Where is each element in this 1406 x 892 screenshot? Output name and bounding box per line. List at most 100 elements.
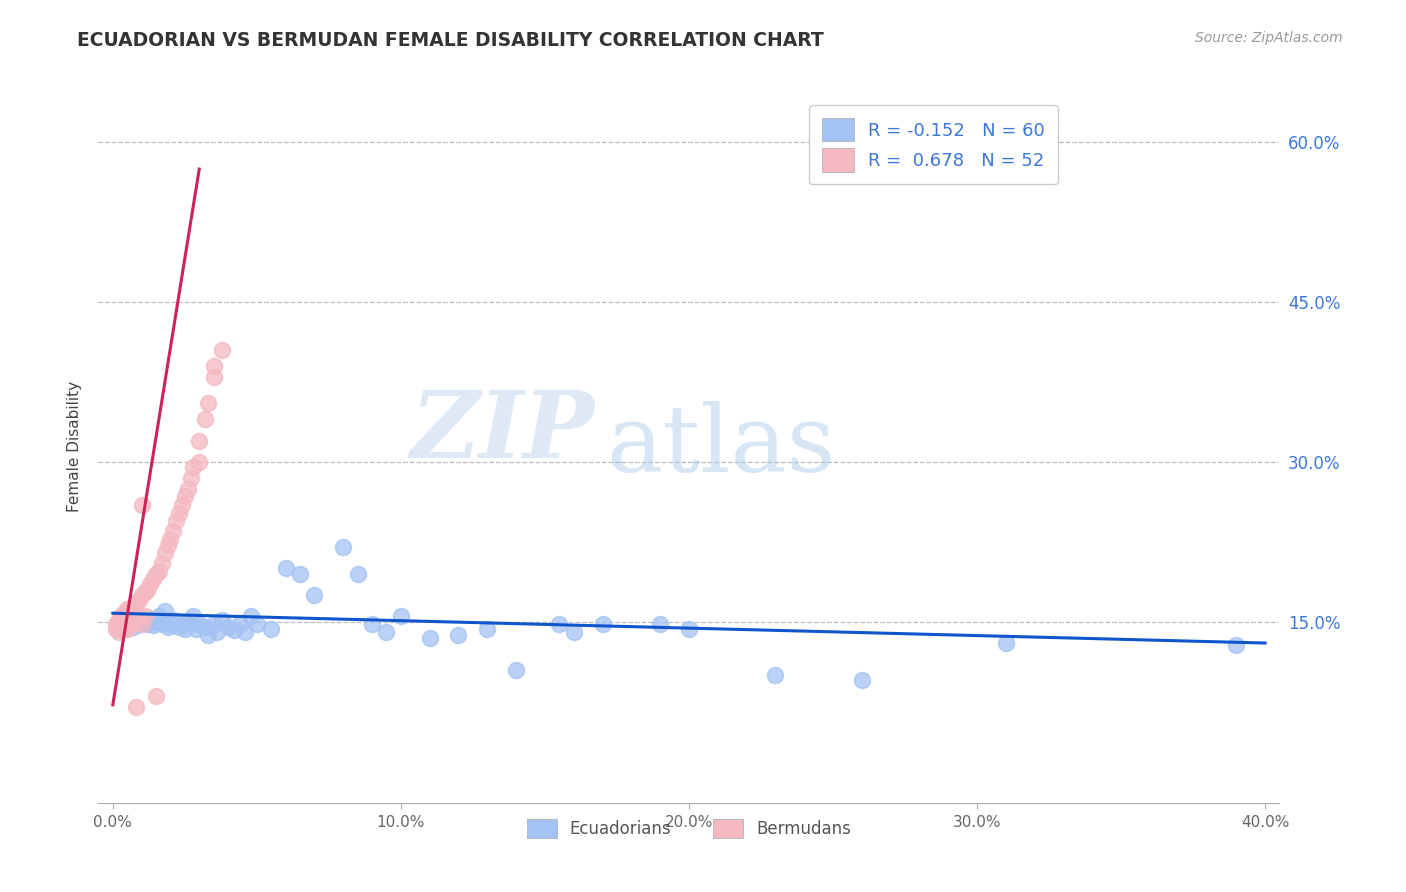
- Point: [170, 498, 193, 512]
- Point: [148, 564, 170, 578]
- Point: [233, 625, 256, 640]
- Point: [156, 538, 179, 552]
- Point: [122, 616, 145, 631]
- Point: [332, 540, 354, 554]
- Point: [115, 602, 138, 616]
- Point: [122, 615, 145, 629]
- Point: [159, 616, 181, 631]
- Point: [136, 616, 159, 631]
- Point: [128, 609, 150, 624]
- Point: [1225, 638, 1247, 652]
- Point: [186, 622, 208, 636]
- Point: [153, 604, 176, 618]
- Point: [592, 616, 614, 631]
- Point: [763, 668, 786, 682]
- Point: [274, 561, 297, 575]
- Point: [145, 690, 167, 704]
- Point: [134, 615, 156, 629]
- Point: [240, 609, 263, 624]
- Point: [183, 609, 205, 624]
- Point: [120, 602, 142, 616]
- Point: [112, 606, 135, 620]
- Point: [188, 455, 211, 469]
- Point: [142, 572, 165, 586]
- Point: [134, 585, 156, 599]
- Point: [202, 369, 225, 384]
- Point: [145, 566, 167, 581]
- Point: [375, 625, 398, 640]
- Y-axis label: Female Disability: Female Disability: [67, 380, 83, 512]
- Point: [122, 599, 145, 613]
- Point: [202, 616, 225, 631]
- Point: [288, 566, 311, 581]
- Point: [122, 620, 145, 634]
- Point: [180, 616, 202, 631]
- Point: [125, 700, 148, 714]
- Point: [246, 616, 269, 631]
- Point: [188, 434, 211, 448]
- Point: [170, 616, 193, 631]
- Point: [562, 625, 585, 640]
- Point: [139, 611, 162, 625]
- Point: [120, 616, 142, 631]
- Point: [477, 622, 499, 636]
- Point: [136, 582, 159, 597]
- Point: [202, 359, 225, 373]
- Point: [167, 620, 190, 634]
- Legend: Ecuadorians, Bermudans: Ecuadorians, Bermudans: [520, 812, 858, 845]
- Point: [222, 624, 245, 638]
- Point: [211, 343, 233, 358]
- Point: [110, 615, 132, 629]
- Point: [104, 622, 127, 636]
- Point: [131, 588, 153, 602]
- Point: [167, 506, 190, 520]
- Point: [131, 498, 153, 512]
- Point: [678, 622, 700, 636]
- Point: [173, 622, 195, 636]
- Point: [145, 615, 167, 629]
- Point: [205, 625, 228, 640]
- Text: ZIP: ZIP: [411, 387, 595, 476]
- Point: [173, 489, 195, 503]
- Point: [125, 609, 148, 624]
- Point: [159, 532, 181, 546]
- Point: [260, 622, 283, 636]
- Point: [194, 620, 217, 634]
- Point: [139, 577, 162, 591]
- Point: [110, 622, 132, 636]
- Point: [120, 613, 142, 627]
- Point: [217, 620, 239, 634]
- Point: [548, 616, 571, 631]
- Point: [650, 616, 672, 631]
- Point: [177, 482, 200, 496]
- Point: [107, 613, 129, 627]
- Point: [180, 471, 202, 485]
- Point: [153, 545, 176, 559]
- Point: [197, 396, 219, 410]
- Point: [197, 627, 219, 641]
- Point: [128, 593, 150, 607]
- Point: [131, 613, 153, 627]
- Point: [994, 636, 1017, 650]
- Point: [389, 609, 412, 624]
- Point: [150, 616, 173, 631]
- Point: [115, 616, 138, 631]
- Point: [110, 609, 132, 624]
- Point: [134, 609, 156, 624]
- Point: [125, 609, 148, 624]
- Point: [125, 596, 148, 610]
- Point: [148, 609, 170, 624]
- Text: Source: ZipAtlas.com: Source: ZipAtlas.com: [1195, 31, 1343, 45]
- Point: [165, 615, 187, 629]
- Point: [505, 663, 527, 677]
- Point: [165, 514, 187, 528]
- Point: [112, 622, 135, 636]
- Point: [228, 616, 250, 631]
- Point: [110, 616, 132, 631]
- Point: [346, 566, 368, 581]
- Point: [447, 627, 470, 641]
- Point: [194, 412, 217, 426]
- Point: [851, 673, 873, 688]
- Point: [162, 524, 184, 539]
- Point: [211, 613, 233, 627]
